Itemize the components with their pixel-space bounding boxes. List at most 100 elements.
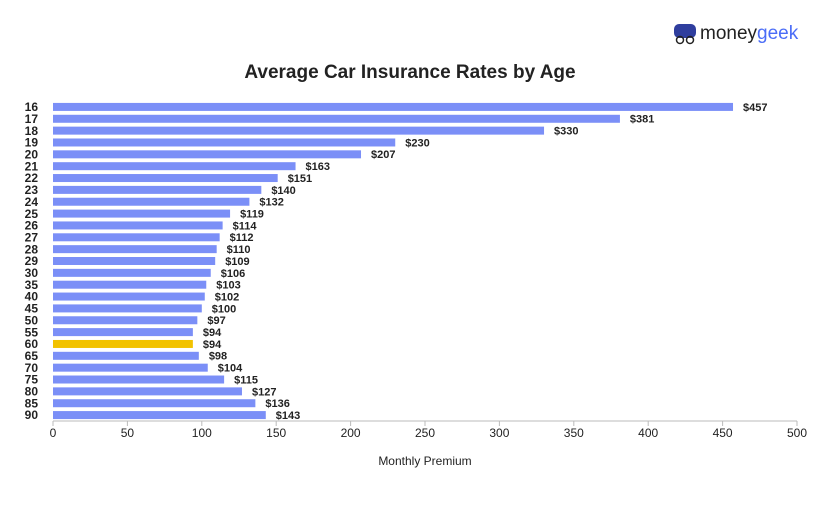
bar [53,245,217,254]
y-tick-label: 65 [25,349,39,363]
value-label: $100 [212,303,236,315]
bar [53,174,278,183]
y-tick-label: 24 [25,195,39,209]
y-tick-label: 29 [25,254,39,268]
value-label: $104 [218,363,243,375]
value-label: $106 [221,268,245,280]
value-label: $330 [554,126,578,138]
bar [53,221,223,230]
bar [53,268,211,277]
bar [53,209,231,218]
y-tick-label: 16 [25,100,39,114]
y-tick-label: 25 [25,207,39,221]
y-tick-label: 26 [25,219,39,233]
bar [53,387,242,396]
y-tick-label: 19 [25,136,39,150]
bar [53,316,198,325]
value-label: $97 [207,315,225,327]
y-tick-label: 22 [25,171,39,185]
bar [53,399,256,408]
x-tick-label: 100 [192,426,212,440]
bar [53,363,208,372]
y-tick-label: 60 [25,337,39,351]
bar [53,233,220,242]
y-tick-label: 21 [25,159,39,173]
value-label: $94 [203,339,222,351]
y-tick-label: 27 [25,230,39,244]
bar [53,126,545,135]
y-tick-label: 55 [25,325,39,339]
y-tick-label: 35 [25,278,39,292]
bar [53,197,250,206]
value-label: $143 [276,410,300,422]
bar [53,257,216,265]
bar [53,304,202,313]
x-axis-title: Monthly Premium [378,454,471,468]
value-label: $110 [227,244,251,256]
y-tick-label: 20 [25,148,39,162]
bar [53,138,396,147]
x-tick-label: 200 [341,426,361,440]
bar [53,292,205,301]
value-label: $127 [252,386,276,398]
logo-icon [674,24,696,38]
y-tick-label: 50 [25,313,39,327]
value-label: $132 [259,197,283,209]
value-label: $94 [203,327,222,339]
y-tick-label: 23 [25,183,39,197]
bar [53,102,734,111]
chart-title: Average Car Insurance Rates by Age [244,62,575,83]
bar [53,339,193,348]
y-tick-label: 70 [25,361,39,375]
value-label: $114 [233,220,258,232]
x-tick-label: 0 [50,426,57,440]
value-label: $98 [209,351,227,363]
value-label: $119 [240,208,264,220]
x-tick-label: 250 [415,426,435,440]
value-label: $136 [265,398,289,410]
value-label: $140 [271,185,295,197]
y-tick-label: 90 [25,408,39,422]
logo-icon [685,35,695,45]
y-tick-label: 40 [25,290,39,304]
bar [53,114,620,123]
bar [53,351,199,360]
value-label: $457 [743,102,767,114]
bar [53,328,193,337]
x-tick-label: 400 [638,426,658,440]
y-tick-label: 28 [25,242,39,256]
bar [53,375,225,384]
x-tick-label: 300 [489,426,509,440]
x-tick-label: 50 [121,426,135,440]
value-label: $115 [234,374,258,386]
logo-second: geek [757,23,799,44]
y-tick-label: 75 [25,373,39,387]
bar [53,280,207,289]
x-tick-label: 350 [564,426,584,440]
value-label: $381 [630,114,654,126]
value-label: $102 [215,291,239,303]
bar [53,150,362,159]
bar [53,162,296,171]
bar [53,185,262,194]
logo-first: money [700,23,758,44]
value-label: $103 [216,280,240,292]
value-label: $109 [225,256,249,268]
logo: moneygeek [674,23,799,45]
value-label: $207 [371,149,395,161]
x-tick-label: 500 [787,426,807,440]
y-tick-label: 18 [25,124,39,138]
value-label: $151 [288,173,312,185]
y-tick-label: 45 [25,302,39,316]
value-label: $163 [306,161,330,173]
y-tick-label: 85 [25,396,39,410]
y-tick-label: 17 [25,112,39,126]
x-tick-label: 150 [266,426,286,440]
logo-text: moneygeek [700,23,799,44]
y-tick-label: 30 [25,266,39,280]
y-tick-label: 80 [25,385,39,399]
value-label: $230 [405,137,429,149]
bar [53,411,266,420]
